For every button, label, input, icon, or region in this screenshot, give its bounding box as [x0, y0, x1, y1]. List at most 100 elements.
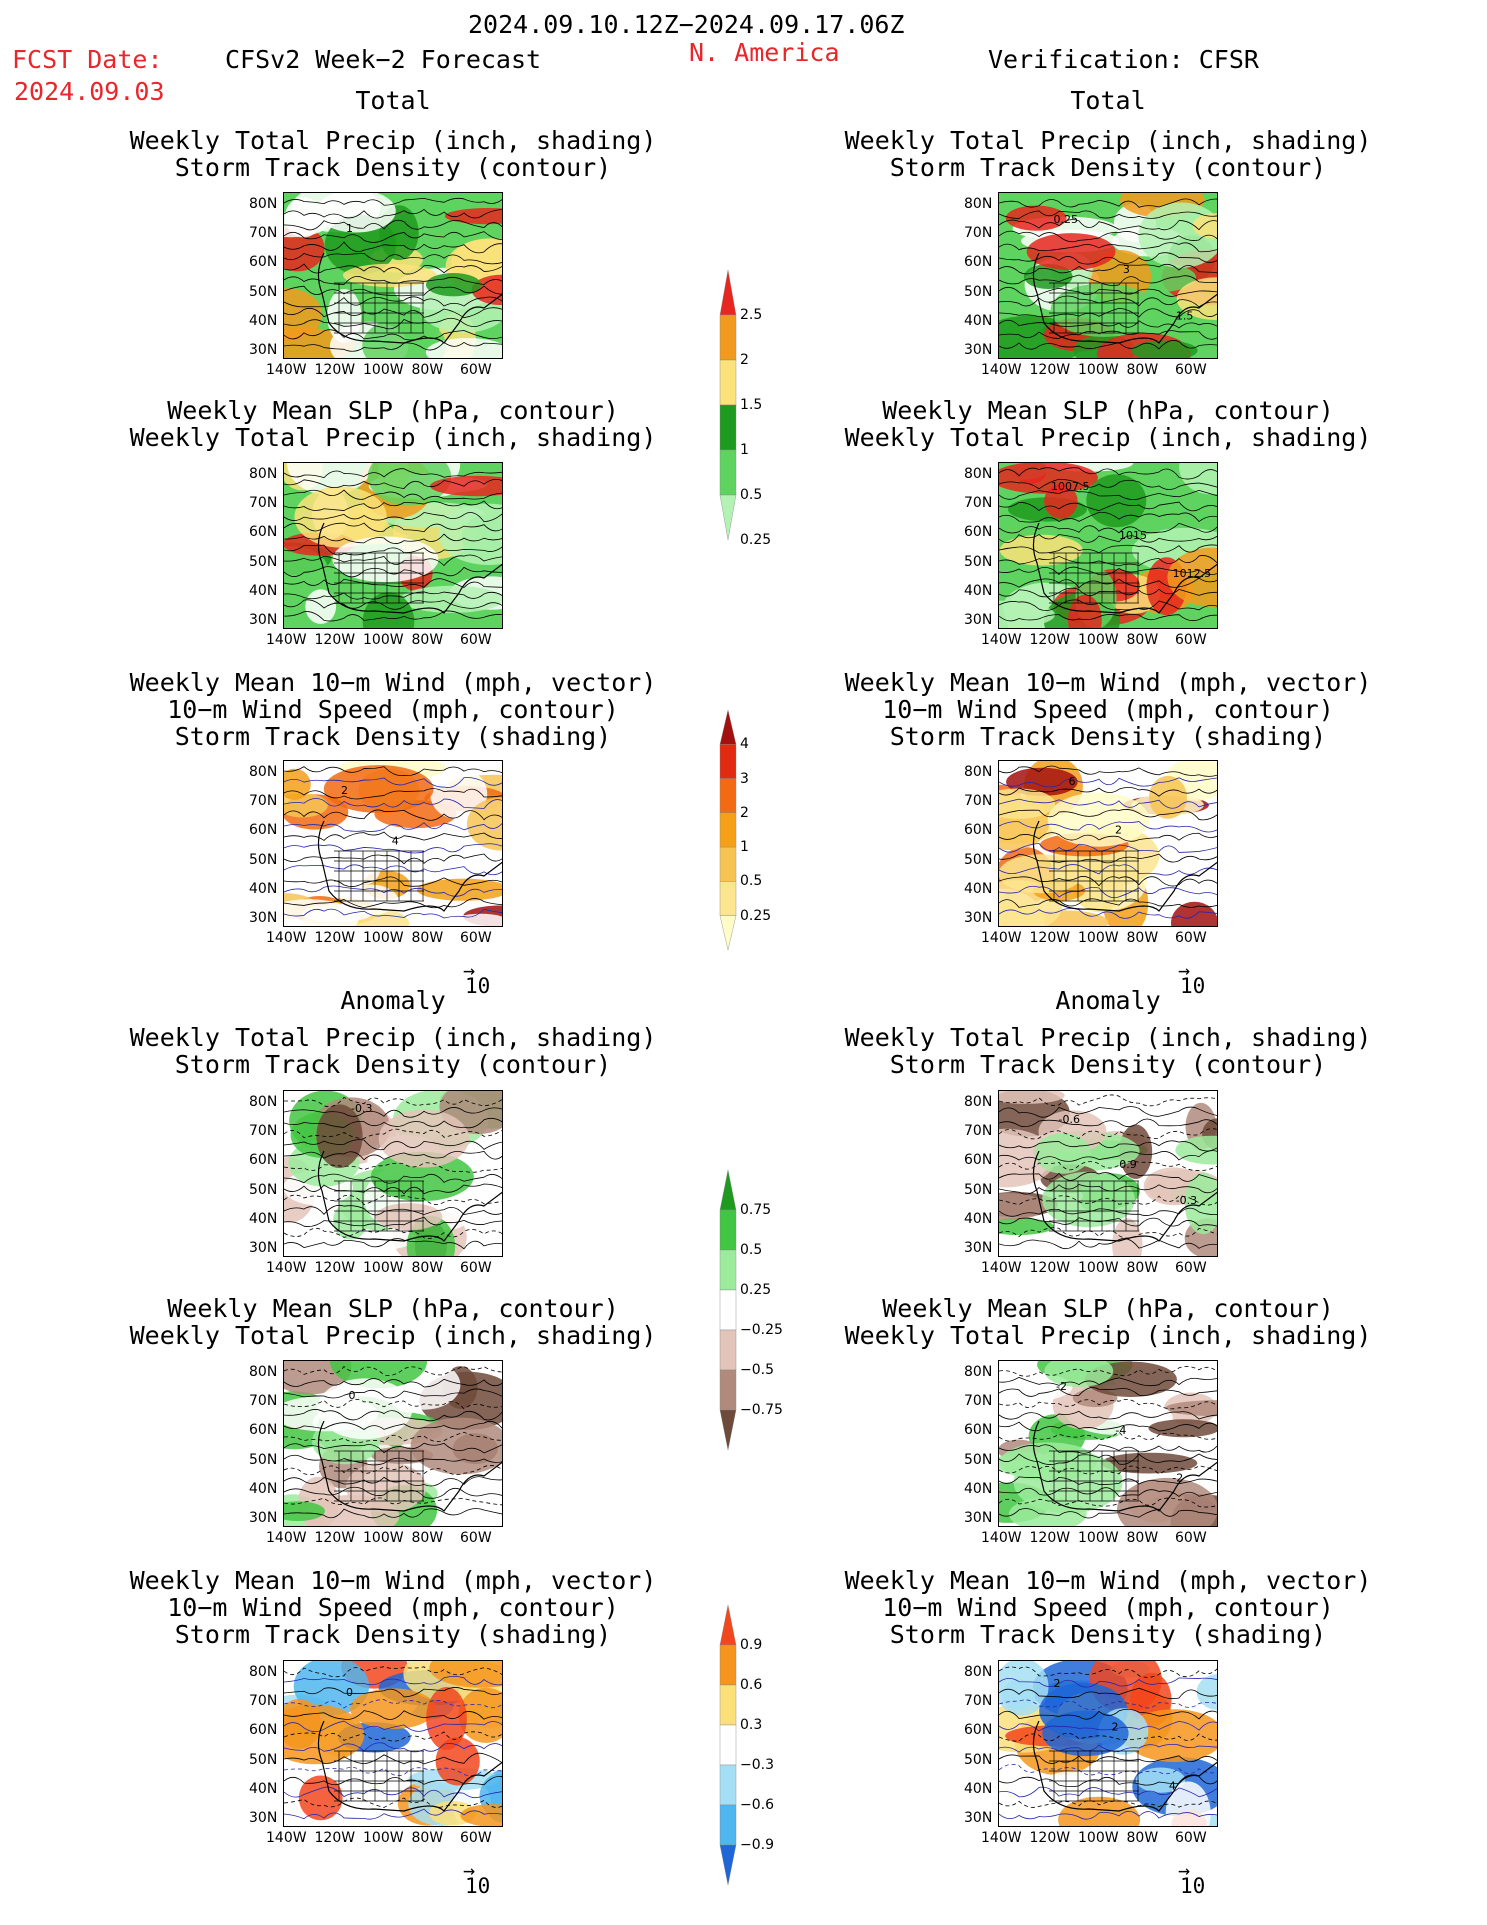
map-svg: 0 — [284, 1361, 502, 1526]
shading-region — [1026, 233, 1116, 271]
lat-tick-label: 40N — [249, 312, 278, 329]
vector-reference-arrow: → — [1178, 1858, 1191, 1882]
contour-line — [284, 885, 502, 897]
map-panel-forecast-anom-wind: 0 — [283, 1660, 503, 1827]
lat-tick-label: 50N — [964, 553, 993, 570]
contour-line — [999, 1743, 1217, 1753]
section-anomaly-verif: Anomaly — [1055, 986, 1161, 1015]
contour-line — [999, 1754, 1217, 1764]
contour-line — [999, 809, 1217, 821]
colorbar-segment — [719, 404, 737, 451]
lat-tick-label: 70N — [964, 1693, 993, 1710]
colorbar-label: 2.5 — [740, 307, 763, 323]
contour-line — [999, 295, 1217, 308]
map-panel-forecast-anom-slp: 0 — [283, 1360, 503, 1527]
lon-tick-label: 60W — [460, 632, 492, 648]
lon-tick-label: 140W — [981, 930, 1022, 946]
shading-region — [1131, 340, 1198, 358]
contour-line — [284, 263, 502, 275]
contour-line — [284, 1699, 502, 1709]
colorbar-segment — [719, 1644, 737, 1686]
shading-region — [1192, 213, 1217, 239]
map-panel-verif-anom-slp: -2 -4 -2 — [998, 1360, 1218, 1527]
contour-line — [999, 1399, 1217, 1410]
map-svg — [284, 463, 502, 628]
map-svg: -0.6 0.9 -0.3 — [999, 1091, 1217, 1256]
shading-region — [460, 1804, 502, 1826]
shading-region — [1149, 775, 1187, 819]
colorbar-segment — [719, 1289, 737, 1331]
contour-line — [284, 599, 502, 610]
contour-line — [284, 1720, 502, 1733]
lat-tick-label: 80N — [249, 1664, 278, 1680]
shading-region — [298, 1775, 343, 1821]
contour-line — [284, 1476, 502, 1487]
colorbar-segment — [719, 1804, 737, 1846]
lat-tick-label: 40N — [964, 880, 993, 897]
lat-tick-label: 30N — [249, 612, 278, 628]
lon-tick-label: 120W — [314, 632, 356, 648]
panel-title-forecast-total-slp-0: Weekly Mean SLP (hPa, contour) — [167, 396, 619, 425]
lon-tick-label: 100W — [1078, 1830, 1119, 1846]
contour-line — [284, 241, 502, 254]
coastline — [1032, 252, 1217, 344]
lon-tick-label: 120W — [314, 1260, 356, 1276]
lat-tick-label: 40N — [964, 582, 993, 599]
lon-tick-label: 120W — [314, 930, 356, 946]
contour-line — [999, 777, 1217, 788]
lon-tick-label: 140W — [981, 1830, 1022, 1846]
lon-tick-label: 120W — [1029, 362, 1071, 378]
contour-line — [284, 610, 502, 622]
shading-region — [1044, 1361, 1114, 1387]
colorbar-label: 0.75 — [740, 1202, 772, 1218]
shading-region — [294, 486, 387, 548]
lat-tick-label: 50N — [964, 283, 993, 300]
lon-tick-label: 120W — [1029, 1830, 1071, 1846]
map-panel-forecast-anom-precip: -0.3 — [283, 1090, 503, 1257]
shading-region — [1175, 1135, 1217, 1165]
contour-line — [284, 219, 502, 231]
contour-line — [284, 1150, 502, 1161]
section-total-forecast: Total — [355, 86, 431, 115]
lon-tick-label: 80W — [411, 1530, 444, 1546]
contour-line — [284, 1096, 502, 1108]
lat-tick-label: 50N — [964, 851, 993, 868]
map-svg: -2 -4 -2 — [999, 1361, 1217, 1526]
lon-tick-label: 80W — [411, 930, 444, 946]
lat-tick-label: 50N — [249, 851, 278, 868]
lat-tick-label: 70N — [964, 1123, 993, 1140]
lat-tick-label: 30N — [249, 910, 278, 926]
colorbar-segment — [719, 846, 737, 882]
contour-line — [999, 330, 1217, 340]
shading-region — [1196, 1674, 1217, 1710]
map-svg: 62 — [999, 761, 1217, 926]
shading-region — [461, 1176, 502, 1232]
contour-line — [999, 230, 1217, 243]
lon-tick-label: 60W — [1175, 362, 1207, 378]
section-anomaly-forecast: Anomaly — [340, 986, 446, 1015]
shading-region — [1047, 792, 1150, 847]
contour-line — [999, 1238, 1217, 1250]
contour-line — [284, 1431, 502, 1443]
contour-line — [999, 198, 1217, 208]
shading-region — [999, 463, 1098, 494]
contour-line — [284, 1117, 502, 1129]
lat-tick-label: 40N — [964, 1480, 993, 1497]
lon-tick-label: 60W — [1175, 930, 1207, 946]
contour-line — [284, 864, 502, 876]
colorbar-segment — [719, 269, 737, 316]
contour-line — [999, 1666, 1217, 1678]
lon-tick-label: 120W — [1029, 930, 1071, 946]
contour-label: 1015 — [1119, 529, 1147, 542]
shading-region — [353, 1226, 416, 1250]
contour-label: 0 — [349, 1389, 356, 1402]
lon-tick-label: 60W — [460, 1260, 492, 1276]
contour-label: 4 — [1169, 1779, 1176, 1792]
contour-line — [284, 1204, 502, 1216]
contour-line — [999, 489, 1217, 501]
contour-label: 1.5 — [1176, 310, 1194, 323]
map-svg: 24 — [284, 761, 502, 926]
shading-region — [378, 1109, 470, 1168]
fcst-date-label: FCST Date: — [12, 45, 163, 74]
